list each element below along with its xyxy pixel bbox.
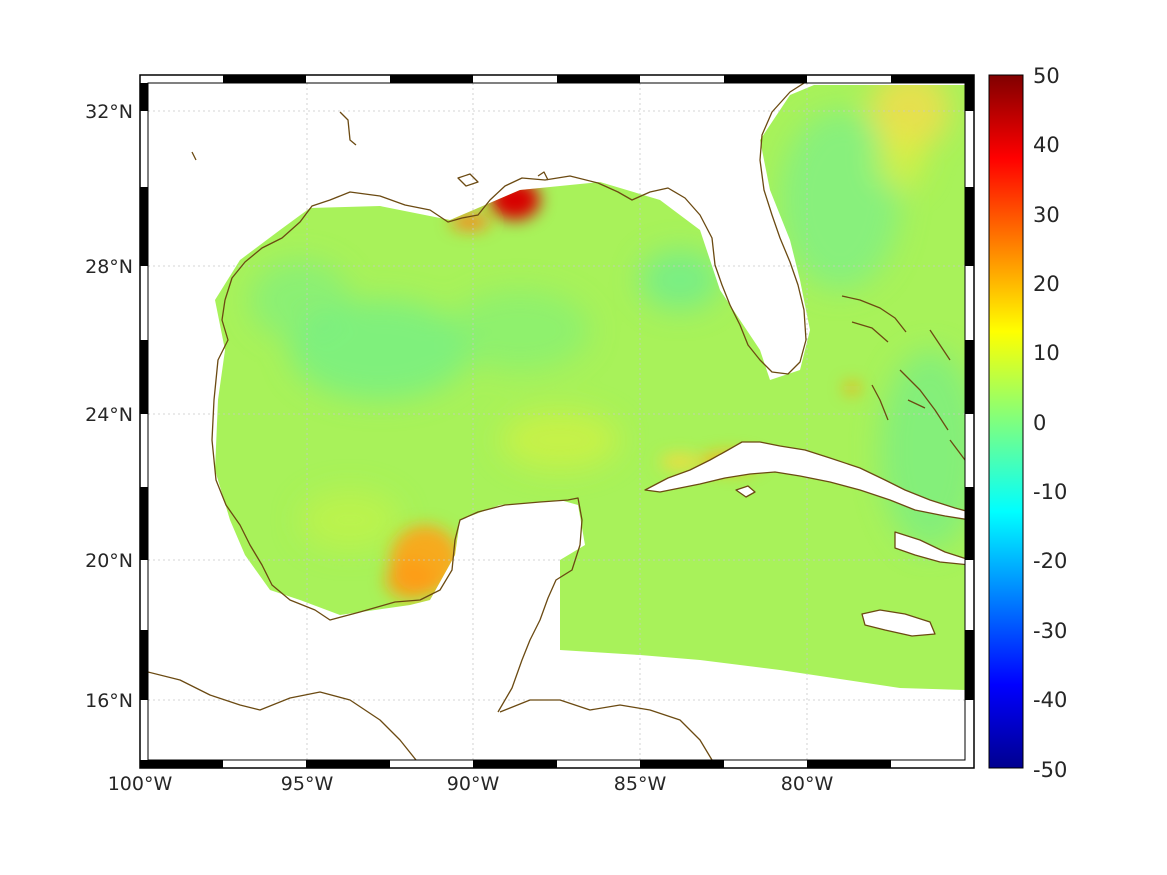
mexico-coastline: [211, 299, 583, 713]
hispaniola: [894, 531, 965, 566]
lat-tick: 16°N: [85, 690, 133, 712]
bahamas: [841, 295, 965, 461]
jamaica: [861, 609, 936, 637]
colorbar-tick: -50: [1033, 758, 1067, 782]
lat-tick: 20°N: [85, 550, 133, 572]
colorbar-tick: -20: [1033, 549, 1067, 573]
colorbar-tick: 10: [1033, 341, 1060, 365]
colorbar-tick: 30: [1033, 203, 1060, 227]
lon-tick: 80°W: [781, 773, 834, 795]
lat-tick: 24°N: [85, 404, 133, 426]
lat-tick: 28°N: [85, 256, 133, 278]
colorbar: 50 40 30 20 10 0 -10 -20 -30 -40 -50: [988, 64, 1067, 782]
colorbar-tick: -40: [1033, 688, 1067, 712]
colorbar-tick: 0: [1033, 411, 1046, 435]
map-frame: [139, 74, 975, 769]
cuba: [644, 441, 965, 520]
lon-tick: 100°W: [108, 773, 173, 795]
lon-tick: 90°W: [447, 773, 500, 795]
us-coastline: [224, 83, 807, 375]
coastlines: [148, 83, 965, 760]
lat-tick: 32°N: [85, 101, 133, 123]
lon-tick: 85°W: [614, 773, 667, 795]
lon-tick: 95°W: [281, 773, 334, 795]
colorbar-tick: -10: [1033, 480, 1067, 504]
colorbar-tick: 40: [1033, 133, 1060, 157]
lon-axis: 100°W 95°W 90°W 85°W 80°W: [108, 773, 834, 795]
colorbar-tick: -30: [1033, 619, 1067, 643]
colorbar-tick: 50: [1033, 64, 1060, 88]
lat-axis: 32°N 28°N 24°N 20°N 16°N: [85, 101, 133, 712]
ocean-field: [215, 85, 965, 690]
central-america-coastline: [148, 671, 713, 760]
colorbar-tick: 20: [1033, 272, 1060, 296]
